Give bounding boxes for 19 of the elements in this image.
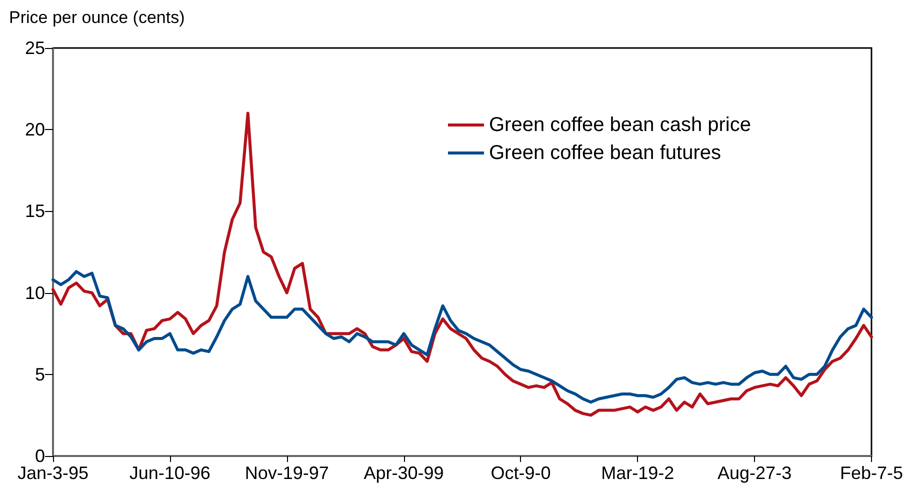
x-tick-label: Mar-19-2 <box>601 463 674 483</box>
x-tick-label: Jun-10-96 <box>129 463 210 483</box>
x-tick-label: Oct-9-0 <box>490 463 551 483</box>
legend-label: Green coffee bean cash price <box>488 114 752 136</box>
y-tick-label: 10 <box>24 282 45 303</box>
line-series <box>52 112 873 417</box>
y-tick-label: 20 <box>24 120 45 140</box>
x-tick-label: Jan-3-95 <box>17 463 89 483</box>
line-series <box>52 270 873 404</box>
legend-label: Green coffee bean futures <box>488 142 721 164</box>
x-tick-label: Feb-7-5 <box>840 463 903 483</box>
x-tick-label: Aug-27-3 <box>718 463 792 483</box>
y-tick-label: 0 <box>34 446 45 466</box>
y-tick-label: 15 <box>24 201 45 222</box>
y-tick-label: 5 <box>34 364 45 384</box>
x-tick-label: Apr-30-99 <box>364 463 444 483</box>
y-tick-label: 25 <box>24 38 45 58</box>
x-tick-label: Nov-19-97 <box>244 463 329 483</box>
y-axis-title: Price per ounce (cents) <box>9 8 185 27</box>
